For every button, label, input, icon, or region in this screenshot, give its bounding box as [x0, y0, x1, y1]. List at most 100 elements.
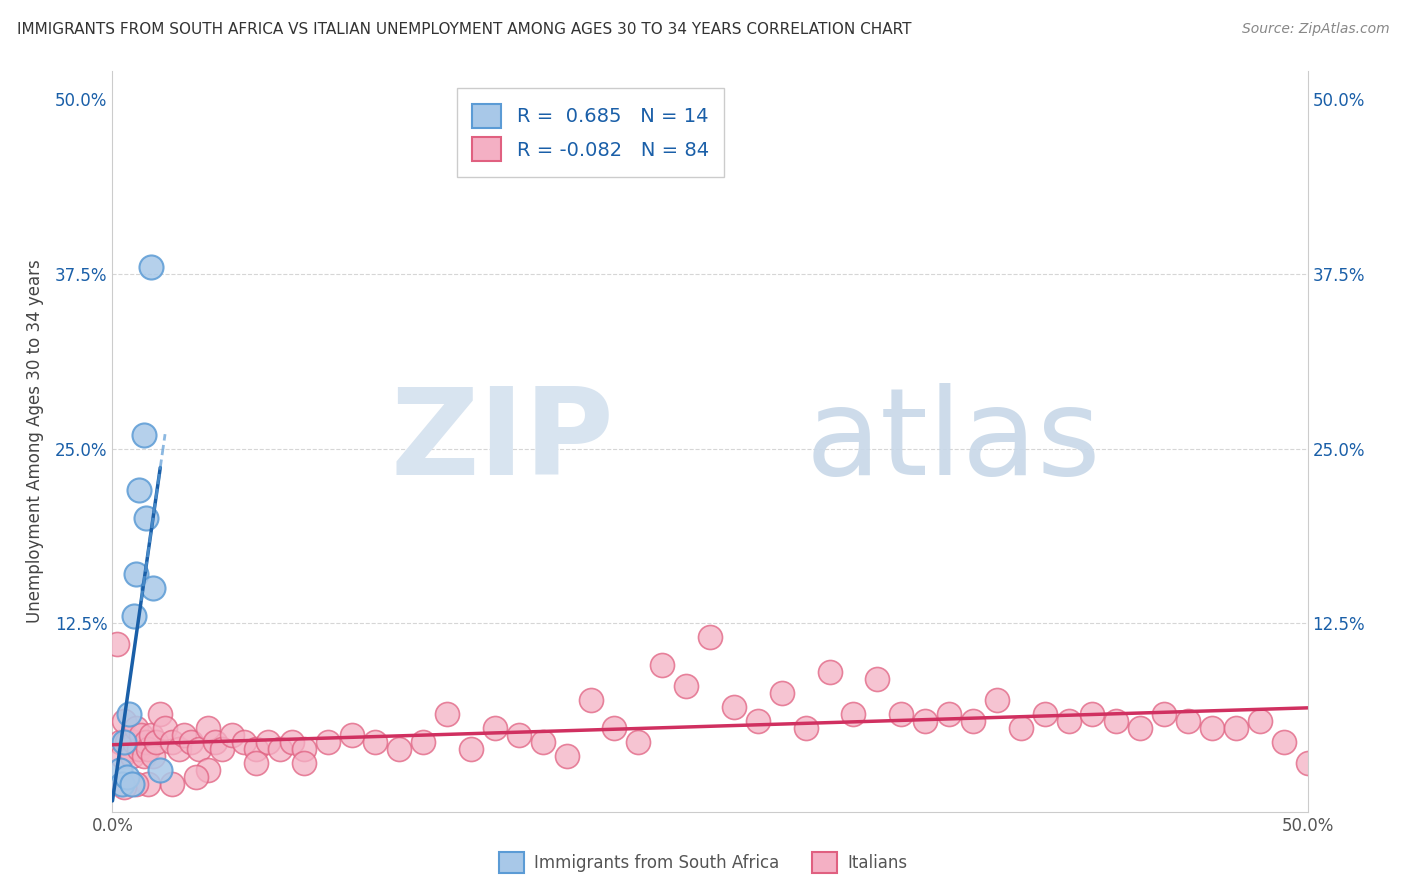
Point [986, 693, 1008, 707]
Text: ZIP: ZIP [391, 383, 614, 500]
Point [818, 665, 841, 679]
Point [627, 735, 650, 749]
Text: atlas: atlas [806, 383, 1101, 500]
Point [794, 721, 817, 735]
Point [747, 714, 769, 728]
Point [111, 748, 134, 763]
Point [204, 735, 226, 749]
Point [128, 483, 150, 498]
Point [1225, 721, 1247, 735]
Point [114, 780, 135, 794]
Point [1129, 721, 1152, 735]
Point [245, 756, 267, 770]
Point [108, 735, 131, 749]
Point [555, 748, 578, 763]
Point [114, 714, 135, 728]
Point [125, 721, 148, 735]
Point [388, 742, 411, 756]
Point [173, 728, 195, 742]
Point [108, 763, 131, 777]
Point [484, 721, 506, 735]
Point [121, 777, 143, 791]
Point [914, 714, 936, 728]
Point [675, 679, 697, 693]
Point [245, 742, 267, 756]
Point [105, 637, 128, 651]
Point [292, 756, 315, 770]
Point [1033, 706, 1056, 721]
Point [531, 735, 554, 749]
Point [508, 728, 530, 742]
Point [1201, 721, 1223, 735]
Point [115, 770, 138, 784]
Point [122, 609, 145, 624]
Point [938, 706, 960, 721]
Point [842, 706, 865, 721]
Point [579, 693, 602, 707]
Point [162, 777, 183, 791]
Point [145, 735, 167, 749]
Point [233, 735, 256, 749]
Point [890, 706, 912, 721]
Point [115, 735, 138, 749]
Point [186, 770, 208, 784]
Point [269, 742, 291, 756]
Point [603, 721, 626, 735]
Point [197, 763, 219, 777]
Legend: R =  0.685   N = 14, R = -0.082   N = 84: R = 0.685 N = 14, R = -0.082 N = 84 [457, 88, 724, 177]
Point [770, 686, 793, 700]
Point [364, 735, 387, 749]
Point [128, 742, 150, 756]
Point [436, 706, 458, 721]
Point [866, 672, 889, 686]
Point [1057, 714, 1080, 728]
Point [142, 748, 165, 763]
Point [257, 735, 280, 749]
Point [132, 427, 155, 442]
Point [1249, 714, 1271, 728]
Point [412, 735, 434, 749]
Point [118, 742, 141, 756]
Point [197, 721, 219, 735]
Point [169, 742, 191, 756]
Point [121, 748, 143, 763]
Point [1272, 735, 1295, 749]
Point [1153, 706, 1175, 721]
Text: IMMIGRANTS FROM SOUTH AFRICA VS ITALIAN UNEMPLOYMENT AMONG AGES 30 TO 34 YEARS C: IMMIGRANTS FROM SOUTH AFRICA VS ITALIAN … [17, 22, 911, 37]
Point [460, 742, 482, 756]
Point [114, 735, 135, 749]
Point [139, 260, 162, 274]
Point [139, 728, 162, 742]
Point [1177, 714, 1199, 728]
Point [340, 728, 363, 742]
Point [122, 735, 145, 749]
Point [125, 777, 148, 791]
Point [138, 777, 160, 791]
Point [135, 511, 157, 525]
Point [1105, 714, 1128, 728]
Point [187, 742, 209, 756]
Point [142, 581, 165, 595]
Point [962, 714, 984, 728]
Point [1081, 706, 1104, 721]
Point [1010, 721, 1032, 735]
Point [135, 735, 157, 749]
Point [211, 742, 233, 756]
Y-axis label: Unemployment Among Ages 30 to 34 years: Unemployment Among Ages 30 to 34 years [25, 260, 44, 624]
Point [723, 700, 745, 714]
Text: Source: ZipAtlas.com: Source: ZipAtlas.com [1241, 22, 1389, 37]
Point [125, 567, 148, 582]
Legend: Immigrants from South Africa, Italians: Immigrants from South Africa, Italians [492, 846, 914, 880]
Point [132, 748, 155, 763]
Point [129, 728, 152, 742]
Point [118, 706, 141, 721]
Point [281, 735, 304, 749]
Point [111, 777, 134, 791]
Point [153, 721, 176, 735]
Point [180, 735, 202, 749]
Point [699, 630, 721, 644]
Point [1296, 756, 1319, 770]
Point [149, 706, 172, 721]
Point [149, 763, 172, 777]
Point [138, 742, 160, 756]
